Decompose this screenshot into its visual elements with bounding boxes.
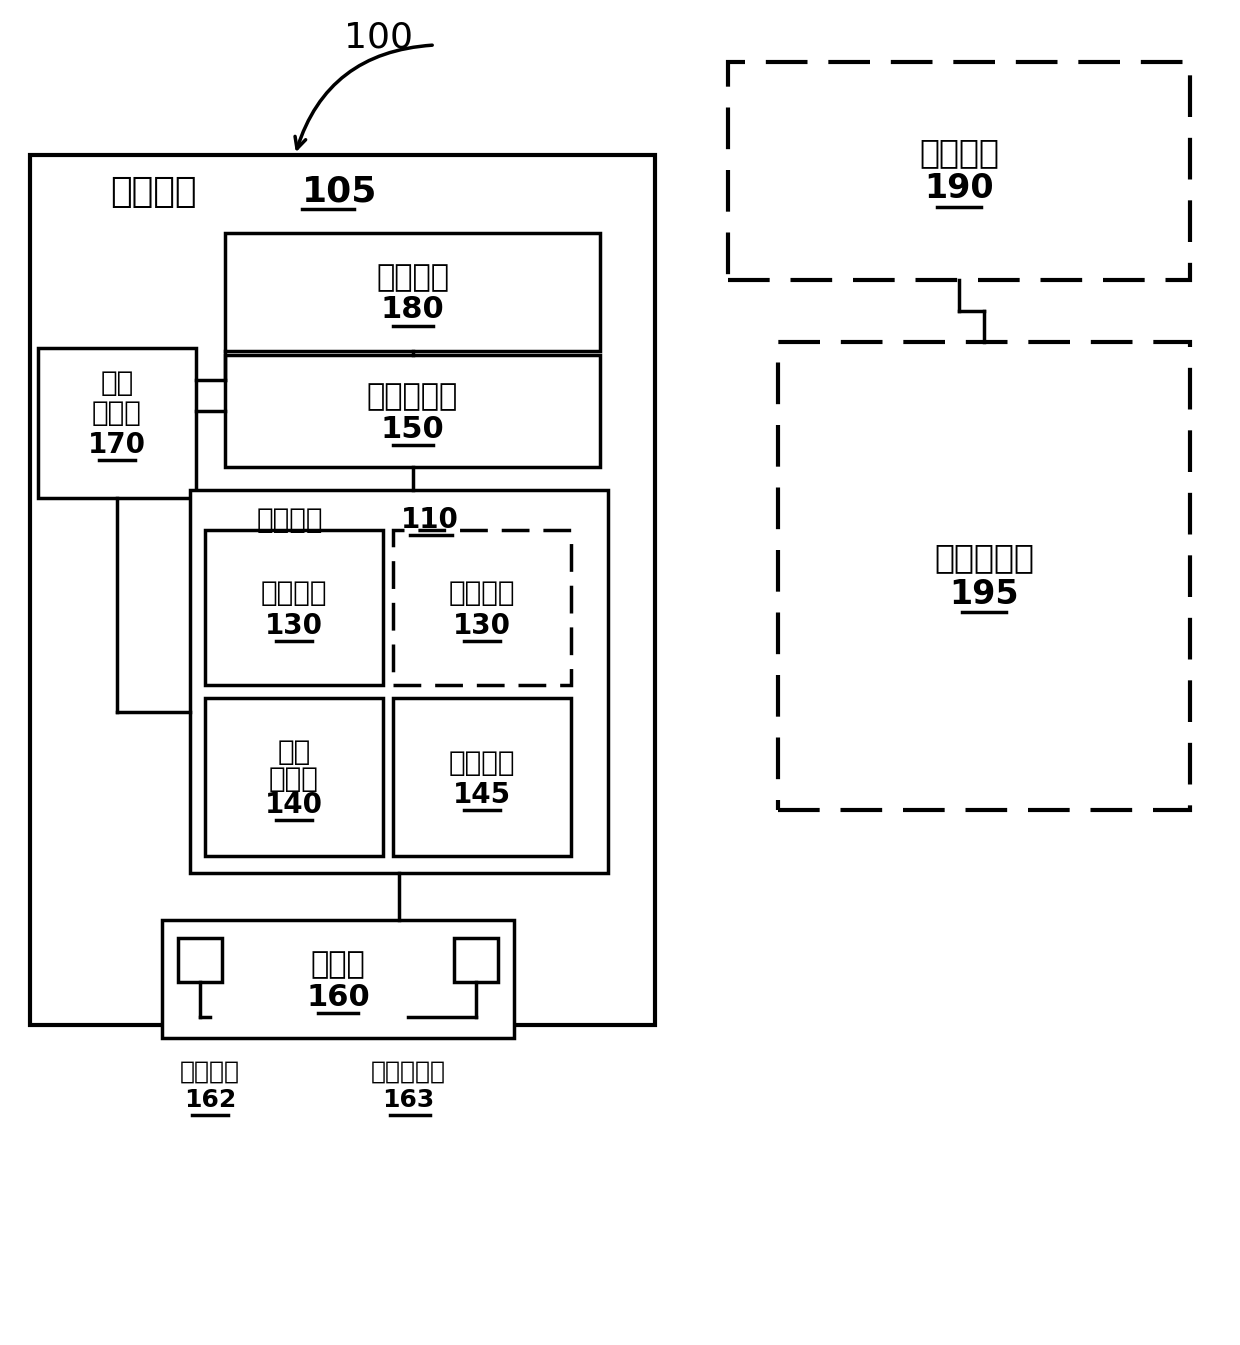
Bar (162, 920, 515, 1038)
Text: 成像装置: 成像装置 (919, 136, 999, 169)
Text: 位置图案: 位置图案 (180, 1060, 241, 1084)
Text: 130: 130 (453, 612, 511, 639)
Text: 光学装置: 光学装置 (449, 580, 516, 608)
Text: 130: 130 (265, 612, 322, 639)
Text: 显示装置: 显示装置 (376, 264, 449, 292)
Text: 定位装置: 定位装置 (110, 175, 196, 208)
Text: 光学装置: 光学装置 (260, 580, 327, 608)
Text: 170: 170 (88, 430, 146, 459)
Text: 对接装置: 对接装置 (257, 506, 324, 534)
Text: 195: 195 (949, 577, 1019, 611)
Bar (393, 530, 570, 685)
Text: 参考装置: 参考装置 (449, 749, 516, 777)
Bar (205, 530, 383, 685)
Bar (205, 698, 383, 855)
Bar (224, 355, 600, 467)
Text: 140: 140 (265, 791, 322, 819)
Text: 110: 110 (401, 506, 459, 534)
Text: 100: 100 (343, 22, 413, 55)
Bar (30, 155, 655, 1025)
Text: 定位垫: 定位垫 (311, 951, 366, 979)
Bar (38, 348, 196, 498)
Text: 163: 163 (382, 1088, 434, 1112)
Bar (454, 937, 498, 982)
Text: 150: 150 (381, 414, 444, 444)
Bar (728, 62, 1190, 280)
Text: 系统: 系统 (100, 369, 134, 397)
Text: 145: 145 (453, 781, 511, 808)
Text: 160: 160 (306, 982, 370, 1011)
Bar (777, 342, 1190, 810)
Bar (393, 698, 570, 855)
Text: 引导操纵器: 引导操纵器 (367, 382, 458, 412)
Text: 180: 180 (381, 296, 444, 324)
Bar (179, 937, 222, 982)
Text: 控制器: 控制器 (92, 399, 141, 426)
Text: 105: 105 (303, 175, 377, 208)
Bar (190, 490, 608, 873)
Text: 地点指示器: 地点指示器 (371, 1060, 445, 1084)
Text: 倾斜: 倾斜 (278, 738, 311, 767)
Text: 可移动支架: 可移动支架 (934, 542, 1034, 574)
Text: 传感器: 传感器 (269, 765, 319, 794)
Bar (224, 233, 600, 351)
Text: 190: 190 (924, 172, 993, 206)
Text: 162: 162 (184, 1088, 236, 1112)
